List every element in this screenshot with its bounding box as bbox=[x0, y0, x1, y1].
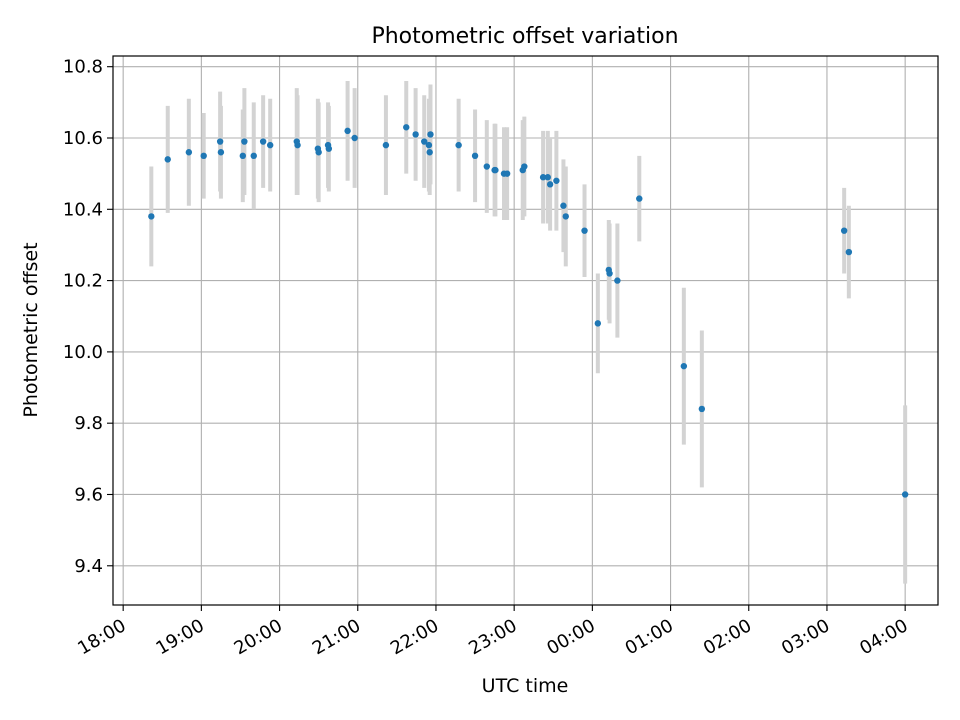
data-point bbox=[553, 177, 560, 184]
data-point bbox=[614, 277, 621, 284]
data-point bbox=[425, 141, 433, 149]
data-point bbox=[492, 166, 499, 174]
data-point bbox=[351, 134, 358, 142]
data-point bbox=[845, 248, 853, 256]
data-point bbox=[164, 156, 171, 163]
data-point bbox=[636, 195, 643, 202]
data-point bbox=[426, 149, 433, 156]
data-point bbox=[680, 362, 688, 370]
data-point bbox=[606, 270, 613, 277]
data-point bbox=[594, 320, 602, 327]
data-point bbox=[539, 174, 547, 181]
data-point bbox=[344, 127, 351, 135]
data-point bbox=[544, 174, 551, 181]
data-point bbox=[698, 405, 706, 413]
y-tick-label: 10.0 bbox=[63, 342, 103, 363]
data-point bbox=[239, 152, 247, 160]
data-point bbox=[382, 141, 390, 149]
data-point bbox=[241, 138, 248, 145]
data-point bbox=[403, 124, 410, 131]
y-tick-label: 10.2 bbox=[63, 271, 103, 292]
x-axis-label: UTC time bbox=[482, 675, 569, 697]
y-tick-label: 9.8 bbox=[74, 413, 103, 434]
data-point bbox=[503, 170, 511, 177]
data-point bbox=[315, 149, 322, 156]
plot-frame bbox=[112, 55, 939, 606]
y-tick-label: 9.6 bbox=[74, 484, 103, 505]
chart-title: Photometric offset variation bbox=[371, 24, 678, 49]
y-axis-ticks: 9.4 9.6 9.8 10.0 10.2 10.4 10.6 10.8 bbox=[63, 57, 113, 577]
data-point bbox=[250, 152, 257, 160]
data-point bbox=[421, 138, 428, 145]
data-point bbox=[217, 149, 225, 156]
data-point bbox=[325, 145, 333, 152]
data-point bbox=[200, 152, 207, 160]
data-point bbox=[560, 202, 567, 209]
data-point bbox=[266, 141, 274, 149]
data-point bbox=[455, 141, 462, 149]
y-axis-label: Photometric offset bbox=[20, 242, 42, 417]
data-point bbox=[562, 213, 569, 220]
y-tick-label: 10.4 bbox=[63, 199, 103, 220]
data-point bbox=[412, 131, 419, 138]
data-point bbox=[546, 181, 554, 188]
data-point bbox=[901, 491, 909, 498]
data-point bbox=[259, 138, 267, 145]
data-point bbox=[840, 227, 848, 234]
data-point bbox=[185, 149, 193, 156]
data-point bbox=[216, 138, 224, 145]
data-point bbox=[148, 213, 155, 220]
data-point bbox=[521, 163, 528, 170]
y-tick-label: 9.4 bbox=[74, 556, 103, 577]
data-point bbox=[294, 141, 301, 149]
data-point bbox=[427, 131, 434, 138]
data-point bbox=[483, 163, 490, 170]
data-point bbox=[581, 227, 588, 234]
y-tick-label: 10.6 bbox=[63, 128, 103, 149]
point-layer bbox=[148, 124, 909, 498]
y-tick-label: 10.8 bbox=[63, 57, 103, 78]
data-point bbox=[471, 152, 479, 160]
